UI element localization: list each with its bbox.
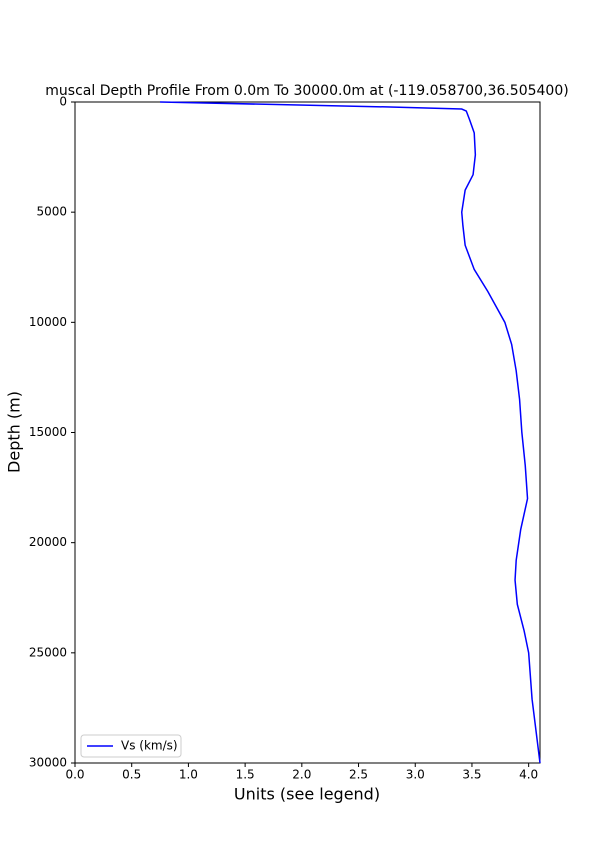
x-tick-label: 2.0 [292, 768, 311, 782]
x-tick-label: 0.0 [65, 768, 84, 782]
y-tick-label: 5000 [36, 205, 67, 219]
x-axis-label: Units (see legend) [234, 785, 380, 804]
x-tick-label: 4.0 [519, 768, 538, 782]
y-tick-label: 10000 [29, 315, 67, 329]
x-tick-label: 1.5 [236, 768, 255, 782]
y-tick-label: 0 [59, 95, 67, 109]
x-tick-label: 1.0 [179, 768, 198, 782]
legend-box [80, 734, 182, 758]
x-tick-label: 2.5 [349, 768, 368, 782]
y-tick-label: 20000 [29, 535, 67, 549]
y-tick-label: 30000 [29, 756, 67, 770]
x-tick-label: 0.5 [122, 768, 141, 782]
data-line [160, 101, 541, 764]
plot-frame [74, 101, 541, 764]
x-tick-label: 3.0 [406, 768, 425, 782]
x-tick-label: 3.5 [462, 768, 481, 782]
y-axis-label: Depth (m) [5, 391, 24, 473]
chart-title: muscal Depth Profile From 0.0m To 30000.… [45, 83, 568, 99]
y-tick-label: 15000 [29, 425, 67, 439]
legend-label: Vs (km/s) [121, 739, 178, 753]
y-tick-label: 25000 [29, 645, 67, 659]
